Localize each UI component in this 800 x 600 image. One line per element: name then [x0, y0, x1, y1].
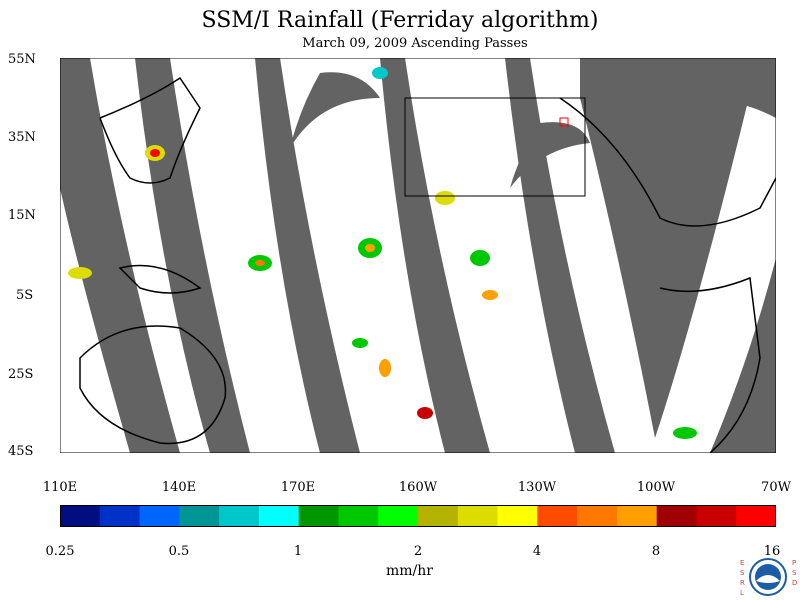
lon-label-170e: 170E [280, 480, 316, 495]
swath-arc-2 [510, 122, 590, 188]
rain-patch-1-core [255, 260, 265, 266]
colorbar-swatch [378, 505, 419, 527]
lat-label-25s: 25S [8, 367, 34, 382]
colorbar-label-4: 4 [532, 544, 542, 559]
colorbar-swatch [258, 505, 300, 527]
lon-label-100w: 100W [636, 480, 676, 495]
colorbar-frame [60, 505, 776, 527]
rain-patch-3 [435, 191, 455, 205]
swath-arc-1 [290, 72, 380, 148]
rainfall-map [60, 58, 776, 453]
colorbar-swatch [656, 505, 697, 527]
colorbar-swatch [537, 505, 578, 527]
americas-coastline [559, 97, 776, 227]
colorbar-swatch [696, 505, 737, 527]
colorbar-swatch [338, 505, 379, 527]
north-america-gap [620, 58, 776, 138]
colorbar-label-2: 1 [293, 544, 303, 559]
logo-bird [756, 575, 780, 583]
logo-letter-d: D [792, 579, 797, 587]
australia-coastline [79, 325, 227, 445]
lon-label-140e: 140E [161, 480, 197, 495]
colorbar [60, 505, 776, 527]
colorbar-label-6: 16 [763, 544, 781, 559]
colorbar-swatch [418, 505, 459, 527]
south-america-coastline [659, 276, 761, 453]
map-subtitle: March 09, 2009 Ascending Passes [302, 36, 528, 51]
swath-gap-4 [380, 58, 490, 453]
colorbar-swatch [60, 505, 101, 527]
lon-label-130w: 130W [517, 480, 557, 495]
colorbar-label-5: 8 [651, 544, 661, 559]
logo-letter-e: E [740, 559, 744, 567]
colorbar-swatch [457, 505, 499, 527]
colorbar-swatch [219, 505, 260, 527]
small-red-box [559, 117, 569, 127]
colorbar-swatch [616, 505, 658, 527]
logo-letter-s: S [740, 569, 745, 577]
swath-gap-1 [60, 58, 180, 453]
lat-label-35n: 35N [8, 130, 36, 145]
map-title: SSM/I Rainfall (Ferriday algorithm) [201, 8, 599, 33]
lat-label-5s: 5S [16, 288, 34, 303]
logo-letter-s2: S [792, 569, 797, 577]
colorbar-label-1: 0.5 [168, 544, 190, 559]
colorbar-swatch [179, 505, 220, 527]
region-box [404, 97, 586, 197]
colorbar-swatch [139, 505, 180, 527]
lat-label-45s: 45S [8, 444, 34, 459]
coastlines [79, 76, 776, 453]
colorbar-swatch [736, 505, 776, 527]
rain-patch-japan-core [150, 149, 160, 157]
rainfall-patches [68, 67, 697, 439]
logo-letter-r: R [740, 579, 745, 587]
swath-gap-3 [255, 58, 360, 453]
colorbar-swatch [497, 505, 538, 527]
lat-label-15n: 15N [8, 208, 36, 223]
lat-label-55n: 55N [8, 52, 36, 67]
rain-patch-4 [470, 250, 490, 266]
colorbar-swatch [298, 505, 339, 527]
swath-gap-6 [580, 58, 776, 453]
rain-patch-8 [417, 407, 433, 419]
rain-patch-6 [352, 338, 368, 348]
rain-patch-2-core [365, 244, 375, 252]
rain-patch-7 [379, 359, 391, 377]
logo-letter-p: P [792, 559, 796, 567]
rain-patch-5 [482, 290, 498, 300]
colorbar-label-0: 0.25 [45, 544, 75, 559]
lon-label-110e: 110E [42, 480, 78, 495]
asia-coastline [99, 76, 201, 184]
noaa-logo: E S R L P S D [740, 558, 797, 597]
lon-label-70w: 70W [761, 480, 791, 495]
logo-letter-l: L [740, 589, 744, 597]
lon-label-160w: 160W [398, 480, 438, 495]
rain-patch-10 [68, 267, 92, 279]
colorbar-swatch [577, 505, 618, 527]
new-guinea-coastline [118, 264, 202, 294]
colorbar-label-3: 2 [413, 544, 423, 559]
rain-patch-9 [673, 427, 697, 439]
colorbar-swatch [99, 505, 141, 527]
colorbar-units: mm/hr [386, 563, 433, 579]
rain-patch-11 [372, 67, 388, 79]
